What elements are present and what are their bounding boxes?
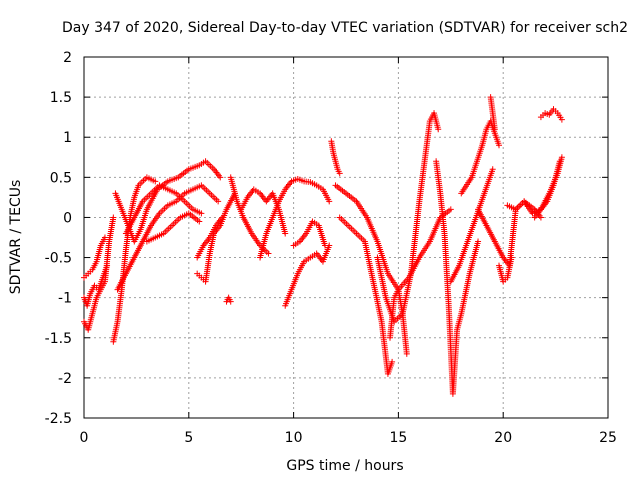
data-point [336,170,343,177]
x-tick-label: 15 [389,430,407,446]
y-tick-label: 0 [63,210,72,226]
data-point [447,206,454,213]
y-tick-label: -1 [58,291,72,307]
y-tick-labels: 2 1.5 1 0.5 0 -0.5 -1 -1.5 -2 -2.5 [45,50,72,427]
series-s17 [328,138,343,177]
y-tick-label: 0.5 [50,170,72,186]
data-point [265,250,272,257]
data-point [537,214,544,221]
series-s16 [290,218,329,249]
series-s8 [143,210,203,245]
series-s14 [257,175,333,261]
data-point [196,218,203,225]
series-s19 [336,214,396,377]
x-axis-label: GPS time / hours [286,458,403,474]
data-point [282,230,289,237]
series-s15 [282,242,333,309]
data-point [558,154,565,161]
data-point [558,116,565,123]
y-axis-label: SDTVAR / TECUs [8,180,24,295]
x-tick-label: 0 [80,430,89,446]
series-s11 [223,294,234,305]
series-s25 [487,94,498,133]
y-tick-label: -1.5 [45,331,72,347]
series-s1 [81,234,108,281]
data-point [217,174,224,181]
data-point [491,126,498,133]
series-s10 [194,190,238,285]
x-tick-label: 10 [285,430,303,446]
data-point [152,178,159,185]
series-s29 [531,158,563,221]
x-tick-labels: 0 5 10 15 20 25 [80,430,617,446]
data-point [322,242,329,249]
series-s22 [433,158,482,397]
chart-title: Day 347 of 2020, Sidereal Day-to-day VTE… [62,20,628,36]
data-point [110,214,117,221]
series-s12 [227,174,272,257]
series-s18 [332,182,454,293]
data-point [326,198,333,205]
series-s20 [374,110,442,325]
data-point [435,126,442,133]
data-point [104,262,111,269]
data-point [475,238,482,245]
y-tick-label: -2.5 [45,411,72,427]
data-point [198,210,205,217]
y-tick-label: -2 [58,371,72,387]
series-s23 [447,166,496,285]
x-tick-label: 5 [184,430,193,446]
data-point [496,142,503,149]
data-point [389,358,396,365]
data-point [403,350,410,357]
series-s13 [238,186,289,237]
y-tick-label: 2 [63,50,72,66]
x-tick-label: 20 [494,430,512,446]
data-point [227,298,234,305]
plot-frame [83,56,609,419]
data-point [489,166,496,173]
data-point [556,158,563,165]
y-tick-label: 1 [63,130,72,146]
grid [84,57,608,418]
axis-ticks [83,56,609,419]
series-s6 [122,182,205,237]
x-tick-label: 25 [599,430,617,446]
series-s3 [81,262,111,309]
series-s30 [537,106,565,123]
series-s24 [458,118,503,197]
series-s21 [387,286,410,357]
data-point [215,198,222,205]
series-s27 [496,254,515,285]
y-tick-label: -0.5 [45,251,72,267]
series-s7 [114,182,222,293]
data-point [508,254,515,261]
y-tick-label: 1.5 [50,90,72,106]
data-points [81,94,565,397]
